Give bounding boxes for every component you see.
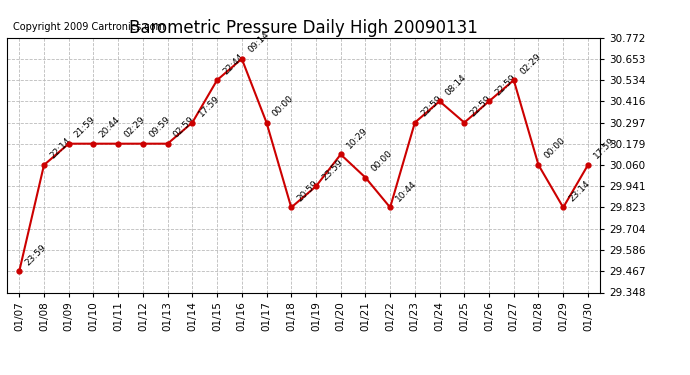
Text: 09:14: 09:14 bbox=[246, 30, 270, 55]
Text: 23:14: 23:14 bbox=[567, 179, 592, 203]
Text: 08:14: 08:14 bbox=[444, 72, 469, 97]
Text: 22:59: 22:59 bbox=[493, 73, 518, 97]
Text: 22:14: 22:14 bbox=[48, 136, 72, 161]
Text: Barometric Pressure Daily High 20090131: Barometric Pressure Daily High 20090131 bbox=[129, 19, 478, 37]
Text: 17:59: 17:59 bbox=[592, 136, 617, 161]
Text: 02:59: 02:59 bbox=[172, 115, 197, 140]
Text: 22:59: 22:59 bbox=[469, 94, 493, 118]
Text: 09:59: 09:59 bbox=[147, 115, 172, 140]
Text: 20:59: 20:59 bbox=[295, 179, 320, 203]
Text: 22:59: 22:59 bbox=[419, 94, 444, 118]
Text: 17:59: 17:59 bbox=[197, 94, 221, 118]
Text: 00:00: 00:00 bbox=[370, 149, 394, 173]
Text: 20:44: 20:44 bbox=[97, 115, 122, 140]
Text: 23:59: 23:59 bbox=[23, 243, 48, 267]
Text: Copyright 2009 Cartronics.com: Copyright 2009 Cartronics.com bbox=[13, 22, 165, 32]
Text: 22:44: 22:44 bbox=[221, 52, 246, 76]
Text: 21:59: 21:59 bbox=[73, 115, 97, 140]
Text: 00:00: 00:00 bbox=[270, 94, 295, 118]
Text: 10:29: 10:29 bbox=[345, 126, 369, 150]
Text: 02:29: 02:29 bbox=[518, 51, 542, 76]
Text: 00:00: 00:00 bbox=[542, 136, 567, 161]
Text: 02:29: 02:29 bbox=[122, 115, 147, 140]
Text: 10:44: 10:44 bbox=[394, 179, 419, 203]
Text: 23:59: 23:59 bbox=[320, 158, 345, 182]
